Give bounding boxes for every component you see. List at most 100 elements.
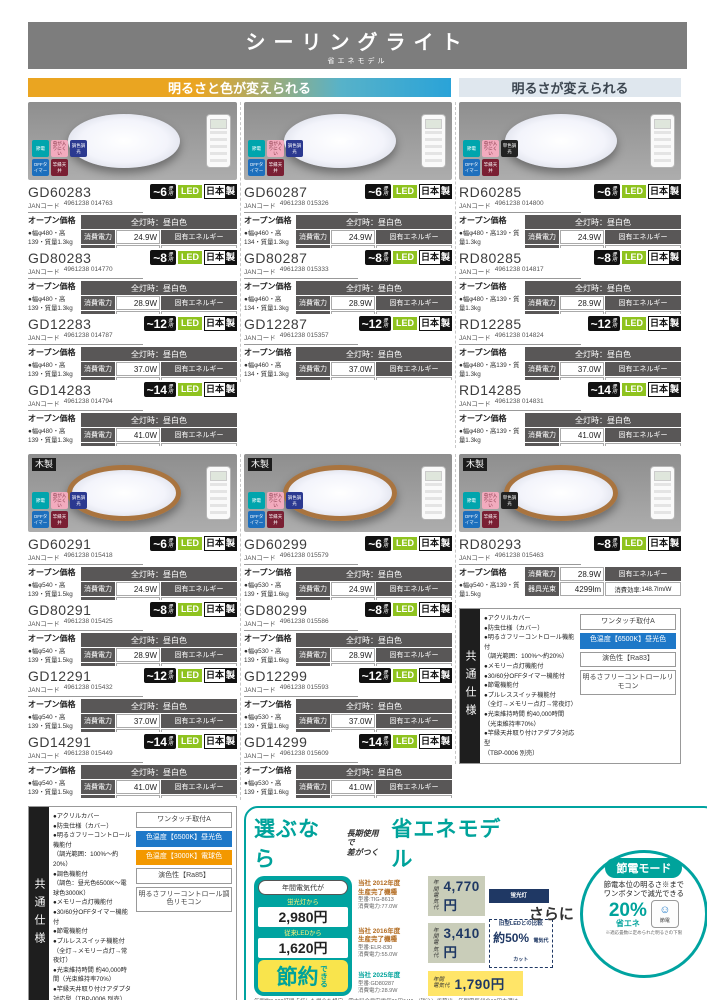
- efficiency-value: 消費効率:148.7lm/W: [376, 663, 452, 666]
- product-dimensions: ●幅φ540・高139・質量1.5kg: [28, 648, 73, 664]
- model-wattage: 消費電力:28.9W: [358, 987, 398, 994]
- energy-label: 固有エネルギー: [161, 296, 237, 310]
- spec-badge: 演色性【Ra85】: [136, 868, 232, 884]
- product-model: GD60291: [28, 536, 92, 552]
- led-badge: LED: [392, 185, 417, 198]
- product-photo: 節電 虫が入りにくい 調色調光 OFFタイマー 竿縁天井: [244, 102, 452, 180]
- tatami-size-badge: ~8 畳用: [150, 602, 176, 617]
- watt-label: 消費電力: [81, 296, 115, 310]
- energy-label: 固有エネルギー: [376, 648, 452, 662]
- lumen-label: 器具光束: [296, 377, 330, 380]
- spec-feature-line: ●防虫仕様（カバー）: [484, 624, 544, 632]
- led-badge: LED: [177, 251, 202, 264]
- made-in-japan-badge: 日本製: [203, 536, 237, 551]
- product-model: GD80287: [244, 250, 308, 266]
- annual-cost-value: 3,410円: [443, 925, 480, 960]
- feature-badge-icon: 竿縁天井: [267, 511, 284, 528]
- made-in-japan-badge: 日本製: [418, 250, 452, 265]
- annual-savings-box: 年間電気代が 蛍光灯から 2,980円 従来LEDから 1,620円 節約 できる: [254, 876, 352, 996]
- made-in-japan-badge: 日本製: [647, 316, 681, 331]
- tatami-size-badge: ~14 畳用: [143, 382, 176, 397]
- jan-code: JANコード 4961238 015326: [244, 200, 359, 213]
- energy-label: 固有エネルギー: [161, 714, 237, 728]
- cost-comparison-row: 当社 2025年度 型番:GD80287 消費電力:28.9W 年間 電気代 1,…: [358, 970, 523, 996]
- energy-model-promo: 選ぶなら 長期使用で 差がつく 省エネモデル 年間電気代が 蛍光灯から 2,980…: [244, 806, 707, 1000]
- led-badge: LED: [392, 603, 417, 616]
- product-photo: 節電 虫が入りにくい 調色調光 OFFタイマー 竿縁天井: [28, 102, 237, 180]
- product-model: GD14291: [28, 734, 92, 750]
- full-light-color-bar: 全灯時：昼白色: [296, 215, 452, 229]
- watt-value: 24.9W: [560, 230, 604, 244]
- led-badge: LED: [177, 537, 202, 550]
- made-in-japan-badge: 日本製: [203, 382, 237, 397]
- lumen-value: 6099lm: [560, 443, 604, 446]
- watt-value: 41.0W: [560, 428, 604, 442]
- comparison-tag: 旧型LEDとの比較 約50% 電気代カット: [488, 919, 553, 968]
- ceiling-light-image: [505, 114, 618, 168]
- product-list: GD60299 ~6 畳用 LED 日本製 JANコード 4961238 01557…: [244, 536, 452, 798]
- page-header: シーリングライト 省エネモデル: [28, 22, 687, 69]
- watt-value: 41.0W: [116, 780, 160, 794]
- jan-code: JANコード 4961238 014787: [28, 332, 143, 345]
- feature-badge-icon: 虫が入りにくい: [51, 492, 68, 509]
- made-in-japan-badge: 日本製: [647, 382, 681, 397]
- full-light-color-bar: 全灯時：昼白色: [296, 765, 452, 779]
- made-in-japan-badge: 日本製: [647, 250, 681, 265]
- made-in-japan-badge: 日本製: [647, 184, 681, 199]
- spec-badge: 明るさフリーコントロール調色リモコン: [136, 887, 232, 912]
- made-in-japan-badge: 日本製: [418, 316, 452, 331]
- led-badge: LED: [177, 383, 202, 396]
- energy-label: 固有エネルギー: [605, 567, 681, 581]
- lumen-value: 5499lm: [116, 729, 160, 732]
- watt-label: 消費電力: [525, 362, 559, 376]
- energy-label: 固有エネルギー: [161, 428, 237, 442]
- lumen-label: 器具光束: [525, 311, 559, 314]
- model-generation-2: 生産完了機種: [358, 888, 397, 896]
- spec-badge: 色温度【6500K】昼光色: [580, 632, 676, 649]
- lumen-value: 4299lm: [560, 311, 604, 314]
- feature-badge-icon: 節電: [463, 140, 480, 157]
- product-list: RD60285 ~6 畳用 LED 日本製 JANコード 4961238 01480…: [459, 184, 681, 446]
- lumen-value: 5499lm: [116, 377, 160, 380]
- column-rd293: 木製 節電 虫が入りにくい 単色調光 OFFタイマー 竿縁天井 RD80293 …: [455, 454, 681, 765]
- lumen-label: 器具光束: [296, 245, 330, 248]
- energy-label: 固有エネルギー: [605, 296, 681, 310]
- remote-control: [421, 114, 446, 168]
- tatami-size-badge: ~6 畳用: [594, 184, 620, 199]
- product-block: GD80299 ~8 畳用 LED 日本製 JANコード 4961238 01558…: [244, 602, 452, 666]
- feature-badge-icon: 調色調光: [70, 140, 87, 157]
- full-light-color-bar: 全灯時：昼白色: [81, 633, 237, 647]
- full-light-color-bar: 全灯時：昼白色: [296, 281, 452, 295]
- feature-badge-icon: OFFタイマー: [248, 511, 265, 528]
- product-block: RD80293 ~8 畳用 LED 日本製 JANコード 4961238 01546…: [459, 536, 681, 600]
- product-dimensions: ●幅φ540・高139・質量1.5kg: [28, 780, 73, 796]
- product-model: GD12283: [28, 316, 92, 332]
- column-gd291: 木製 節電 虫が入りにくい 調色調光 OFFタイマー 竿縁天井 GD60291 …: [28, 454, 237, 800]
- jan-code: JANコード 4961238 014800: [459, 200, 582, 213]
- product-badges: ~8 畳用 LED 日本製: [365, 602, 452, 617]
- energy-label: 固有エネルギー: [376, 780, 452, 794]
- jan-code: JANコード 4961238 015333: [244, 266, 359, 279]
- spec-feature-line: ●アクリルカバー: [484, 615, 531, 622]
- watt-label: 消費電力: [81, 780, 115, 794]
- bottom-section: 共通仕様 ●アクリルカバー ●防虫仕様（カバー） ●明るさフリーコントロール機能…: [28, 806, 707, 1000]
- lumen-label: 器具光束: [81, 245, 115, 248]
- spec-table: 全灯時：昼白色 消費電力 41.0W 固有エネルギー 器具光束 6099lm 消…: [81, 413, 237, 446]
- cost-comparison-row: 当社 2012年度 生産完了機種 型番:TIG-8613 消費電力:77.0W …: [358, 876, 549, 916]
- tatami-size-badge: ~14 畳用: [358, 734, 391, 749]
- product-model: RD60285: [459, 184, 522, 200]
- made-in-japan-badge: 日本製: [203, 250, 237, 265]
- product-block: GD80283 ~8 畳用 LED 日本製 JANコード 4961238 01477…: [28, 250, 237, 314]
- annual-cost-bar: 年間 電気代 1,790円: [428, 970, 523, 996]
- model-wattage: 消費電力:77.0W: [358, 904, 398, 911]
- product-model: GD60283: [28, 184, 92, 200]
- product-badges: ~14 畳用 LED 日本製: [143, 382, 237, 397]
- common-specs-box-right: 共通仕様 ●アクリルカバー ●防虫仕様（カバー） ●明るさフリーコントロール機能…: [459, 608, 681, 765]
- product-model: GD80283: [28, 250, 92, 266]
- sarani-label: さらに: [528, 906, 574, 924]
- setsuden-note: ※適応畳数に定められた明るさの下限: [605, 930, 683, 936]
- product-badges: ~14 畳用 LED 日本製: [143, 734, 237, 749]
- spec-table: 全灯時：昼白色 消費電力 24.9W 固有エネルギー 器具光束 3699lm 消…: [525, 215, 681, 248]
- led-badge: LED: [392, 537, 417, 550]
- jan-code: JANコード 4961238 014817: [459, 266, 582, 279]
